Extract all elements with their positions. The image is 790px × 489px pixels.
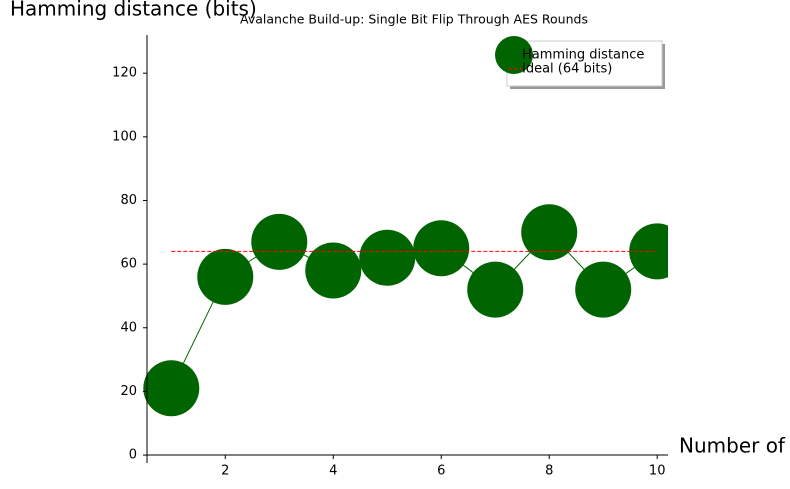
data-point (575, 261, 632, 318)
axes: 0 20 40 60 80 100 120 2 4 6 8 10 (112, 35, 668, 479)
chart-title: Avalanche Build-up: Single Bit Flip Thro… (240, 12, 588, 27)
legend-label: Ideal (64 bits) (522, 62, 612, 77)
data-point (413, 220, 470, 277)
data-point (197, 248, 254, 305)
y-tick-label: 80 (120, 193, 137, 208)
y-tick-label: 100 (112, 129, 137, 144)
x-tick-label: 4 (329, 464, 337, 479)
legend-box (506, 40, 663, 87)
x-axis-label: Number of rounds (679, 434, 790, 458)
plot-area (143, 204, 668, 417)
y-tick-label: 120 (112, 66, 137, 81)
legend-swatch (495, 36, 533, 74)
legend-label: Hamming distance (522, 48, 644, 63)
y-tick-label: 60 (120, 257, 137, 272)
x-tick-label: 6 (437, 464, 445, 479)
y-axis-label: Hamming distance (bits) (10, 0, 257, 21)
data-point (359, 229, 416, 286)
data-point (251, 213, 308, 270)
y-tick-label: 40 (120, 320, 137, 335)
x-tick-label: 10 (649, 464, 666, 479)
data-point (521, 204, 578, 261)
data-point (467, 261, 524, 318)
data-point (143, 360, 200, 417)
data-point (629, 223, 668, 280)
data-point (305, 242, 362, 299)
x-tick-label: 2 (221, 464, 229, 479)
y-tick-label: 0 (129, 448, 137, 463)
y-tick-label: 20 (120, 384, 137, 399)
x-tick-label: 8 (545, 464, 553, 479)
